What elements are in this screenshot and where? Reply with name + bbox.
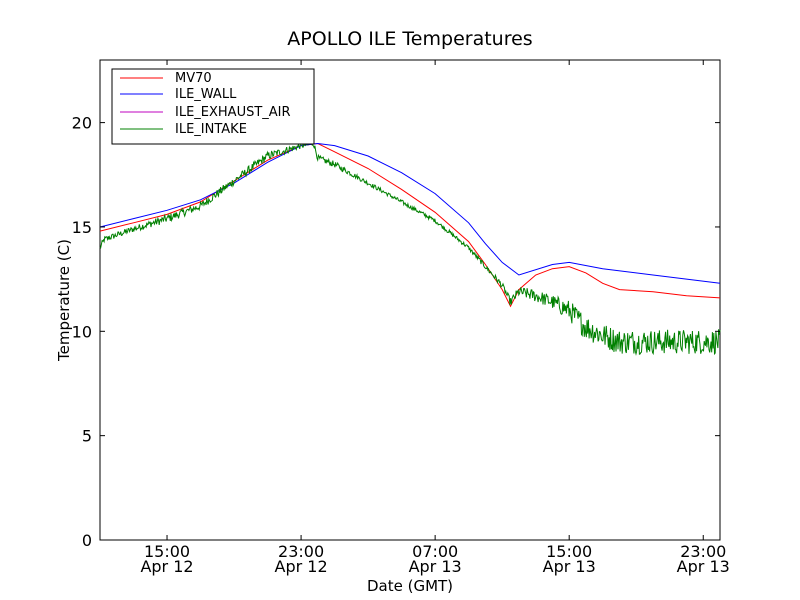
legend-label-mv70: MV70 bbox=[175, 71, 212, 86]
series-line-ile-wall bbox=[99, 142, 721, 284]
x-tick-label-date: Apr 12 bbox=[140, 557, 193, 576]
x-tick-label-date: Apr 12 bbox=[275, 557, 328, 576]
series-layer bbox=[99, 140, 721, 356]
y-tick-label: 5 bbox=[82, 427, 92, 446]
y-axis-label: Temperature (C) bbox=[55, 239, 73, 362]
y-tick-label: 10 bbox=[72, 322, 92, 341]
legend-label-ile-wall: ILE_WALL bbox=[175, 87, 237, 102]
x-tick-label-date: Apr 13 bbox=[677, 557, 730, 576]
x-tick-label-time: 23:00 bbox=[680, 542, 726, 561]
y-tick-label: 20 bbox=[72, 114, 92, 133]
x-tick-label-time: 15:00 bbox=[546, 542, 592, 561]
legend: MV70 ILE_WALL ILE_EXHAUST_AIR ILE_INTAKE bbox=[111, 68, 315, 145]
legend-label-ile-intake: ILE_INTAKE bbox=[175, 122, 247, 137]
y-tick-label: 15 bbox=[72, 218, 92, 237]
x-tick-label-time: 23:00 bbox=[278, 542, 324, 561]
x-tick-label-date: Apr 13 bbox=[409, 557, 462, 576]
chart-title: APOLLO ILE Temperatures bbox=[287, 28, 532, 50]
legend-box bbox=[111, 68, 315, 145]
series-line-ile-intake bbox=[99, 140, 721, 356]
legend-label-ile-exhaust-air: ILE_EXHAUST_AIR bbox=[175, 105, 291, 120]
x-axis-label: Date (GMT) bbox=[367, 577, 453, 595]
x-tick-label-time: 15:00 bbox=[144, 542, 190, 561]
y-tick-label: 0 bbox=[82, 531, 92, 550]
y-axis: 0 5 10 15 20 bbox=[72, 114, 720, 550]
x-tick-label-time: 07:00 bbox=[412, 542, 458, 561]
x-tick-label-date: Apr 13 bbox=[543, 557, 596, 576]
